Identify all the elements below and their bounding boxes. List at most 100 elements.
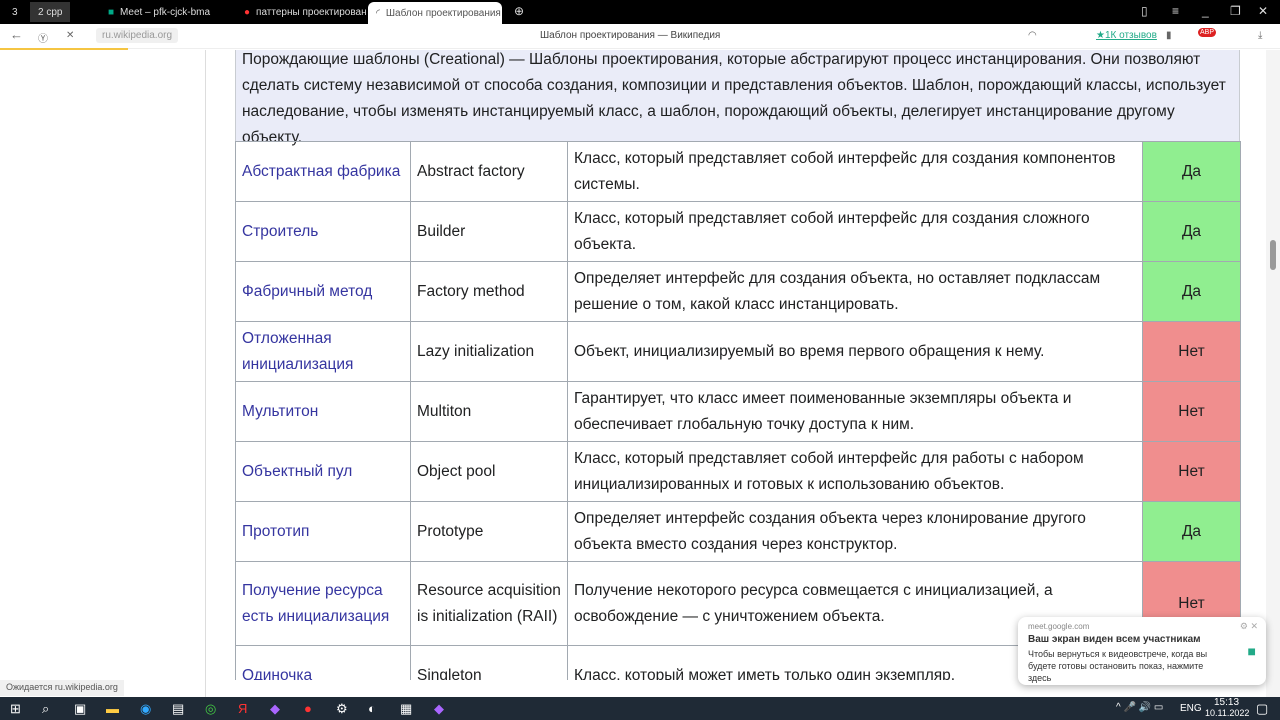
pattern-english: Resource acquisition is initialization (… xyxy=(410,561,568,646)
edge-icon[interactable]: ◉ xyxy=(140,701,152,716)
table-row: Отложенная инициализация Lazy initializat… xyxy=(235,321,1241,382)
pattern-flag: Да xyxy=(1142,501,1241,562)
pattern-flag: Да xyxy=(1142,141,1241,202)
address-bar: ← Ⓨ ✕ ru.wikipedia.org Шаблон проектиров… xyxy=(0,24,1280,49)
pattern-description: Определяет интерфейс для создания объект… xyxy=(567,261,1143,322)
tab-group-3[interactable]: 3 xyxy=(4,2,26,22)
pattern-link[interactable]: Одиночка xyxy=(235,645,411,680)
close-window-button[interactable]: ✕ xyxy=(1258,4,1269,18)
task-view-icon[interactable]: ▣ xyxy=(74,701,87,716)
language-indicator[interactable]: ENG xyxy=(1180,703,1202,714)
menu-icon[interactable]: ≡ xyxy=(1172,4,1180,18)
tab-group-cpp[interactable]: 2 cpp xyxy=(30,2,71,22)
start-icon[interactable]: ⊞ xyxy=(10,701,21,716)
pattern-description: Класс, который представляет собой интерф… xyxy=(567,201,1143,262)
pattern-description: Определяет интерфейс создания объекта че… xyxy=(567,501,1143,562)
tab-yandex[interactable]: ● паттерны проектирования xyxy=(236,2,366,22)
pattern-link[interactable]: Отложенная инициализация xyxy=(235,321,411,382)
store-icon[interactable]: ▤ xyxy=(172,701,185,716)
pattern-english: Abstract factory xyxy=(410,141,568,202)
tab-bar: 3 2 cpp ■ Meet – pfk-cjck-bma ● паттерны п… xyxy=(0,0,1280,24)
stop-loading-icon[interactable]: ✕ xyxy=(66,30,75,41)
clock-time[interactable]: 15:13 xyxy=(1214,697,1240,708)
table-row: Объектный пул Object pool Класс, который п… xyxy=(235,441,1241,502)
yandex-browser-icon[interactable]: ● xyxy=(304,701,312,716)
visual-studio-icon[interactable]: ◆ xyxy=(434,701,444,716)
notification-title: Ваш экран виден всем участникам xyxy=(1028,634,1201,645)
meet-icon: ■ xyxy=(108,6,115,18)
new-tab-button[interactable]: ⊕ xyxy=(514,4,525,18)
chrome-icon[interactable]: ◎ xyxy=(205,701,217,716)
close-icon[interactable]: ⚙ ✕ xyxy=(1239,621,1258,631)
pattern-english: Lazy initialization xyxy=(410,321,568,382)
pattern-flag: Да xyxy=(1142,201,1241,262)
scrollbar[interactable] xyxy=(1266,50,1280,697)
app-icon[interactable]: ▦ xyxy=(400,701,413,716)
page-title: Шаблон проектирования — Википедия xyxy=(540,30,721,41)
pattern-english: Factory method xyxy=(410,261,568,322)
minimize-button[interactable]: _ xyxy=(1202,4,1209,18)
adblock-icon[interactable]: ABP xyxy=(1198,28,1217,37)
taskbar: ⊞ ⌕ ▣ ▬ ◉ ▤ ◎ Я ◆ ● ⚙ ◐ ▦ ◆ ^ 🎤 🔊 ▭ ENG … xyxy=(0,697,1280,720)
status-text: Ожидается ru.wikipedia.org xyxy=(0,680,124,696)
pattern-flag: Да xyxy=(1142,261,1241,322)
bookmark-icon[interactable]: ▮ xyxy=(1166,30,1172,41)
notification[interactable]: meet.google.com Ваш экран виден всем уча… xyxy=(1018,617,1266,685)
section-intro: Порождающие шаблоны (Creational) — Шабло… xyxy=(235,50,1240,146)
yandex-icon[interactable]: Я xyxy=(238,701,248,716)
tab-label: Meet – pfk-cjck-bma xyxy=(120,6,211,18)
search-icon[interactable]: ⌕ xyxy=(42,701,50,716)
pattern-link[interactable]: Фабричный метод xyxy=(235,261,411,322)
pattern-description: Класс, который представляет собой интерф… xyxy=(567,141,1143,202)
notification-body: Чтобы вернуться к видеовстрече, когда вы… xyxy=(1028,649,1208,683)
pattern-english: Prototype xyxy=(410,501,568,562)
pattern-description: Гарантирует, что класс имеет поименованн… xyxy=(567,381,1143,442)
pattern-english: Builder xyxy=(410,201,568,262)
pattern-english: Singleton xyxy=(410,645,568,680)
pattern-link[interactable]: Абстрактная фабрика xyxy=(235,141,411,202)
tab-wikipedia[interactable]: ◜Шаблон проектирования× xyxy=(368,2,502,24)
headphones-icon[interactable]: ◠ xyxy=(1028,30,1037,41)
patterns-table: Абстрактная фабрика Abstract factory Класс… xyxy=(235,141,1241,680)
tab-label: 3 xyxy=(12,6,18,18)
pattern-flag: Нет xyxy=(1142,321,1241,382)
pattern-flag: Нет xyxy=(1142,441,1241,502)
download-icon[interactable]: ⤓ xyxy=(1258,30,1263,41)
table-row: Мультитон Multiton Гарантирует, что класс … xyxy=(235,381,1241,442)
table-row: Строитель Builder Класс, который представл… xyxy=(235,201,1241,262)
restore-button[interactable]: ❐ xyxy=(1230,4,1241,18)
pattern-english: Object pool xyxy=(410,441,568,502)
reviews-link[interactable]: ★1К отзывов xyxy=(1096,30,1157,41)
pattern-english: Multiton xyxy=(410,381,568,442)
clock-date[interactable]: 10.11.2022 xyxy=(1205,708,1250,718)
notification-source: meet.google.com xyxy=(1028,622,1090,631)
loading-progress xyxy=(0,48,128,50)
pattern-description: Объект, инициализируемый во время первог… xyxy=(567,321,1143,382)
pattern-description: Получение некоторого ресурса совмещается… xyxy=(567,561,1143,646)
yandex-logo-icon[interactable]: Ⓨ xyxy=(38,34,48,45)
yandex-icon: ● xyxy=(244,6,251,18)
table-row: Фабричный метод Factory method Определяет … xyxy=(235,261,1241,322)
bookmarks-icon[interactable]: ▯ xyxy=(1141,4,1148,18)
url-field[interactable]: ru.wikipedia.org xyxy=(96,28,179,43)
pattern-link[interactable]: Строитель xyxy=(235,201,411,262)
tab-label: паттерны проектирования xyxy=(256,6,366,18)
notifications-icon[interactable]: ▢ xyxy=(1256,701,1269,716)
tab-meet[interactable]: ■ Meet – pfk-cjck-bma xyxy=(100,2,230,22)
meet-icon: ■ xyxy=(1247,643,1256,659)
app-icon[interactable]: ◐ xyxy=(368,701,376,716)
explorer-icon[interactable]: ▬ xyxy=(106,701,119,716)
pattern-link[interactable]: Объектный пул xyxy=(235,441,411,502)
app-icon[interactable]: ⚙ xyxy=(336,701,348,716)
visual-studio-icon[interactable]: ◆ xyxy=(270,701,280,716)
pattern-link[interactable]: Мультитон xyxy=(235,381,411,442)
table-row: Получение ресурса есть инициализация Reso… xyxy=(235,561,1241,646)
pattern-flag: Нет xyxy=(1142,381,1241,442)
tray-icons[interactable]: ^ 🎤 🔊 ▭ xyxy=(1116,702,1164,713)
pattern-link[interactable]: Получение ресурса есть инициализация xyxy=(235,561,411,646)
back-icon[interactable]: ← xyxy=(10,27,23,42)
pattern-link[interactable]: Прототип xyxy=(235,501,411,562)
scrollbar-thumb[interactable] xyxy=(1270,240,1276,270)
tab-label: Шаблон проектирования xyxy=(385,7,501,19)
table-row: Прототип Prototype Определяет интерфейс со… xyxy=(235,501,1241,562)
